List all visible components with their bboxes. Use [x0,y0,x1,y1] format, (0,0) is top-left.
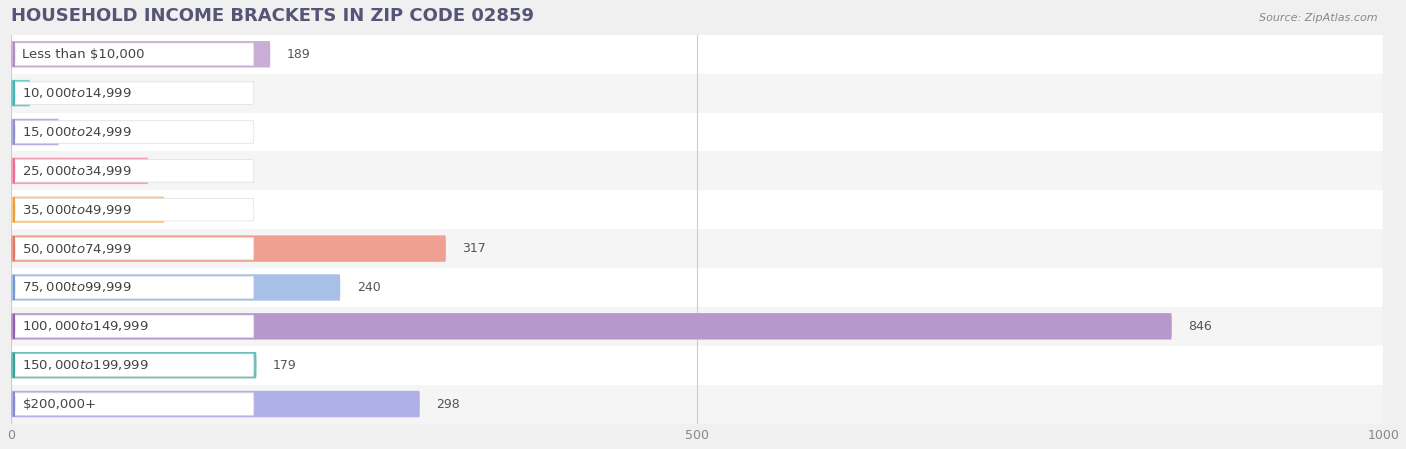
FancyBboxPatch shape [11,229,1384,268]
Text: $10,000 to $14,999: $10,000 to $14,999 [22,86,132,100]
FancyBboxPatch shape [14,238,254,260]
Text: 240: 240 [357,281,381,294]
Text: $150,000 to $199,999: $150,000 to $199,999 [22,358,149,372]
Text: $25,000 to $34,999: $25,000 to $34,999 [22,164,132,178]
FancyBboxPatch shape [11,352,256,379]
FancyBboxPatch shape [11,391,420,417]
FancyBboxPatch shape [11,307,1384,346]
Text: 317: 317 [463,242,486,255]
FancyBboxPatch shape [14,315,254,338]
FancyBboxPatch shape [11,41,270,67]
FancyBboxPatch shape [14,43,254,66]
Text: $50,000 to $74,999: $50,000 to $74,999 [22,242,132,255]
Text: $100,000 to $149,999: $100,000 to $149,999 [22,319,149,333]
FancyBboxPatch shape [11,197,165,223]
Text: 112: 112 [181,203,205,216]
FancyBboxPatch shape [11,113,1384,151]
FancyBboxPatch shape [11,235,446,262]
Text: 846: 846 [1188,320,1212,333]
FancyBboxPatch shape [14,276,254,299]
Text: Source: ZipAtlas.com: Source: ZipAtlas.com [1260,13,1378,23]
FancyBboxPatch shape [11,190,1384,229]
Text: $200,000+: $200,000+ [22,397,97,410]
FancyBboxPatch shape [14,121,254,143]
FancyBboxPatch shape [14,354,254,376]
FancyBboxPatch shape [11,313,1171,339]
Text: 189: 189 [287,48,311,61]
Text: $35,000 to $49,999: $35,000 to $49,999 [22,203,132,217]
Text: HOUSEHOLD INCOME BRACKETS IN ZIP CODE 02859: HOUSEHOLD INCOME BRACKETS IN ZIP CODE 02… [11,7,534,25]
FancyBboxPatch shape [11,35,1384,74]
Text: 14: 14 [46,87,62,100]
Text: 298: 298 [436,397,460,410]
FancyBboxPatch shape [14,393,254,415]
FancyBboxPatch shape [14,160,254,182]
FancyBboxPatch shape [14,198,254,221]
FancyBboxPatch shape [11,385,1384,423]
FancyBboxPatch shape [11,80,30,106]
Text: Less than $10,000: Less than $10,000 [22,48,145,61]
Text: $15,000 to $24,999: $15,000 to $24,999 [22,125,132,139]
FancyBboxPatch shape [11,151,1384,190]
FancyBboxPatch shape [11,119,59,145]
FancyBboxPatch shape [11,74,1384,113]
Text: $75,000 to $99,999: $75,000 to $99,999 [22,281,132,295]
Text: 35: 35 [76,126,91,138]
FancyBboxPatch shape [11,346,1384,385]
FancyBboxPatch shape [11,158,148,184]
Text: 179: 179 [273,359,297,372]
FancyBboxPatch shape [11,268,1384,307]
FancyBboxPatch shape [14,82,254,104]
FancyBboxPatch shape [11,274,340,301]
Text: 100: 100 [165,164,188,177]
